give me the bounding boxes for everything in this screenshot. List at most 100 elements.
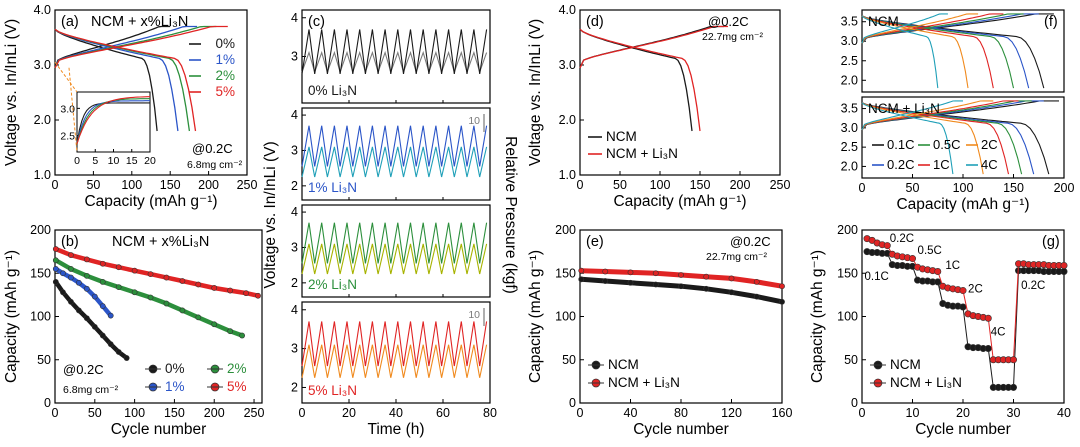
- x-axis-title: Capacity (mAh g⁻¹): [896, 196, 1029, 213]
- discharge-curve-2C: [861, 15, 969, 89]
- x-tick-label: 120: [721, 406, 742, 420]
- x-tick-label: 100: [650, 178, 671, 192]
- x-tick-label: 50: [86, 178, 100, 192]
- y-tick-label: 2.0: [559, 113, 576, 127]
- x-tick-label: 20: [342, 406, 356, 420]
- zoom-guide: [68, 67, 78, 153]
- y-tick-label: 4.0: [559, 3, 576, 17]
- subpanel-label: 1% Li₃N: [308, 180, 357, 195]
- legend-label: 0%: [165, 361, 185, 376]
- legend-label: 0.5C: [933, 137, 960, 152]
- y-tick-label: 3: [291, 143, 298, 157]
- data-point-NCM: [627, 279, 634, 286]
- legend-label: 2C: [981, 137, 998, 152]
- data-point-5%: [99, 260, 106, 267]
- data-point-5%: [211, 285, 218, 291]
- inset-curve-0%: [76, 102, 150, 144]
- data-point-5%: [227, 287, 234, 294]
- data-point-0%: [99, 332, 106, 339]
- y-tick-label: 200: [837, 223, 858, 237]
- legend-label: 5%: [227, 379, 247, 394]
- x-tick-label: 250: [770, 178, 791, 192]
- discharge-curve-5%: [54, 28, 197, 132]
- x-tick-label: 150: [160, 178, 181, 192]
- data-point-NCM + Li₃N: [1009, 356, 1017, 364]
- y-axis-title: Voltage vs. In/InLi (V): [3, 19, 20, 166]
- x-tick-label: 60: [436, 406, 450, 420]
- y-tick-label: 3.0: [841, 121, 858, 135]
- x-tick-label: 50: [88, 406, 102, 420]
- data-point-2%: [239, 332, 245, 339]
- data-point-1%: [68, 274, 74, 281]
- data-point-5%: [83, 256, 90, 263]
- data-point-2%: [195, 314, 202, 321]
- x-axis-title: Capacity (mAh g⁻¹): [613, 193, 746, 210]
- inset-y-tick-label: 3.0: [60, 103, 75, 115]
- x-tick-label: 200: [730, 178, 751, 192]
- data-point-1%: [99, 303, 106, 310]
- data-point-0%: [83, 315, 90, 322]
- charge-curve-2C: [861, 13, 979, 44]
- y-tick-label: 3: [291, 342, 298, 356]
- data-point-NCM + Li₃N: [728, 275, 735, 282]
- legend-label: NCM: [890, 357, 921, 372]
- y-tick-label: 3: [291, 240, 298, 254]
- charge-curve-0%: [54, 25, 171, 69]
- rate-label: 0.2C: [890, 233, 914, 245]
- rate-label: 0.2C: [1021, 280, 1045, 292]
- y-tick-label: 2.5: [841, 140, 858, 154]
- x-tick-label: 30: [1007, 406, 1021, 420]
- x-tick-label: 0: [859, 406, 866, 420]
- x-tick-label: 100: [124, 406, 145, 420]
- voltage-trace: [301, 321, 488, 367]
- inset-curve-5%: [76, 96, 150, 144]
- y-tick-label: 0: [569, 396, 576, 410]
- loading-note: 6.8mg cm⁻²: [63, 384, 119, 396]
- legend-label: 0%: [215, 36, 235, 51]
- discharge-curve-4C: [861, 102, 954, 175]
- subpanel-label: 0% Li₃N: [308, 83, 357, 98]
- discharge-curve-2C: [861, 102, 984, 175]
- data-point-2%: [147, 294, 154, 301]
- data-point-2%: [179, 307, 186, 314]
- discharge-curve-NCM: [579, 28, 693, 132]
- x-tick-label: 150: [690, 178, 711, 192]
- x-tick-label: 0: [577, 178, 584, 192]
- pressure-trace: [301, 243, 488, 275]
- pressure-trace: [301, 344, 488, 378]
- inset-curve-1%: [76, 100, 150, 144]
- x-tick-label: 150: [1003, 181, 1024, 195]
- data-point-0%: [60, 289, 66, 296]
- data-point-NCM: [578, 276, 585, 283]
- data-point-NCM + Li₃N: [703, 273, 710, 280]
- data-point-2%: [211, 321, 218, 328]
- panel-d: 0 50 100 150 200 250 1.0 2.0 3.0 4.0 (d) @0.2C 22.7m…: [527, 3, 790, 210]
- y-tick-label: 4: [291, 205, 298, 219]
- series-line-0%: [53, 280, 129, 360]
- x-tick-label: 200: [204, 406, 225, 420]
- panel-label: (d): [586, 14, 604, 30]
- x-tick-label: 10: [906, 406, 920, 420]
- legend-label: 0.2C: [887, 157, 914, 172]
- charge-curve-2C: [861, 100, 994, 131]
- panel-e: 0 40 80 120 160 0 50 100 150 200 (e) @0.2C 22.7mg cm…: [527, 223, 792, 438]
- inset-x-tick-label: 20: [144, 155, 156, 167]
- panel-label: (a): [61, 14, 79, 30]
- y-tick-label: 0: [44, 396, 51, 410]
- data-point-NCM: [652, 281, 659, 288]
- x-tick-label: 80: [674, 406, 688, 420]
- data-point-0%: [68, 298, 74, 305]
- inset-x-tick-label: 5: [92, 155, 98, 167]
- y-tick-label: 2: [291, 179, 298, 193]
- y-axis-title: Voltage vs. In/InLi (V): [262, 141, 279, 288]
- data-point-NCM + Li₃N: [627, 269, 634, 276]
- rate-note: @0.2C: [730, 234, 771, 249]
- subpanel-label: NCM: [868, 14, 899, 29]
- charge-curve-4C: [861, 13, 948, 44]
- data-point-0%: [123, 355, 130, 361]
- y-tick-label: 200: [555, 223, 576, 237]
- data-point-5%: [195, 281, 202, 288]
- data-point-NCM + Li₃N: [959, 287, 967, 295]
- y-tick-label: 50: [844, 353, 858, 367]
- x-tick-label: 100: [121, 178, 142, 192]
